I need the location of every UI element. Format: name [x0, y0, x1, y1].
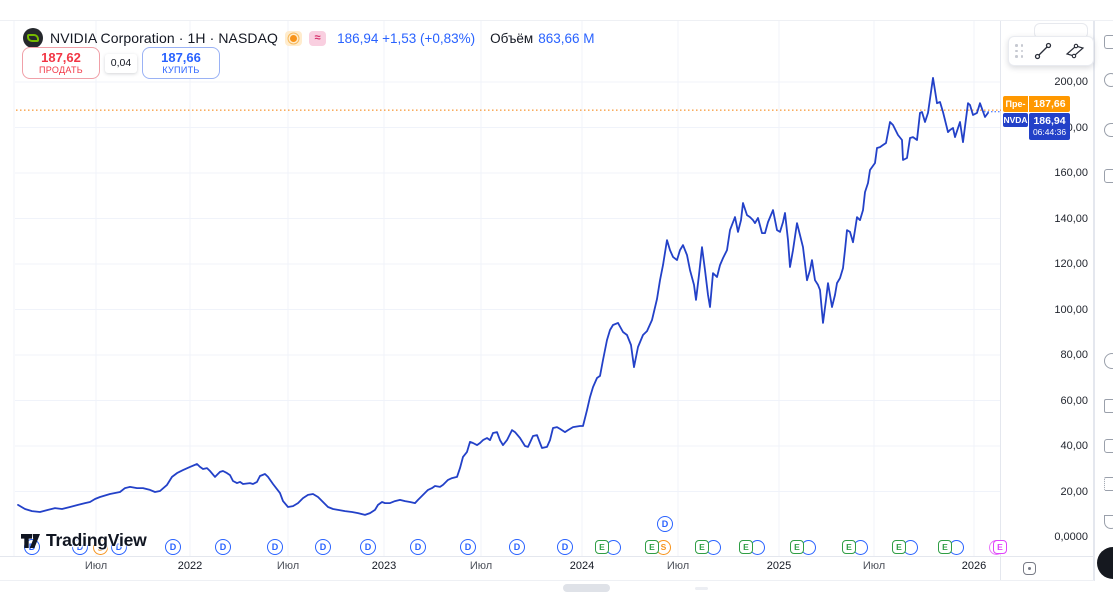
nvidia-logo-icon[interactable]	[23, 28, 43, 48]
last-price-and-change: 186,94 +1,53 (+0,83%)	[337, 30, 476, 46]
spread-value: 0,04	[105, 53, 137, 73]
upcoming-earnings-marker[interactable]: E	[993, 540, 1007, 554]
earnings-marker[interactable]: E	[790, 540, 804, 554]
dividend-marker[interactable]: D	[509, 539, 525, 555]
earnings-marker[interactable]: E	[595, 540, 609, 554]
price-axis-label: 40,00	[1060, 440, 1088, 452]
buy-price: 187,66	[161, 50, 201, 65]
premarket-tag-label: Пре-	[1003, 96, 1028, 112]
price-axis-label: 60,00	[1060, 395, 1088, 407]
timezone-settings-icon[interactable]	[1023, 562, 1036, 575]
time-axis-label: 2022	[177, 560, 203, 572]
price-axis-divider	[1000, 21, 1001, 580]
earnings-marker[interactable]: E	[695, 540, 709, 554]
time-axis-label: 2024	[569, 560, 595, 572]
time-axis-label: 2025	[766, 560, 792, 572]
last-price-tag-symbol: NVDA	[1003, 113, 1028, 127]
sell-price: 187,62	[41, 50, 81, 65]
time-axis-label: Июл	[862, 560, 886, 572]
premarket-tag-value: 187,66	[1029, 96, 1070, 112]
horizontal-scrollbar-thumb[interactable]	[563, 584, 610, 592]
dividend-marker[interactable]: D	[72, 539, 88, 555]
earnings-marker[interactable]: E	[645, 540, 659, 554]
buy-button[interactable]: 187,66 КУПИТЬ	[142, 47, 220, 79]
earnings-marker[interactable]: E	[892, 540, 906, 554]
dividend-marker[interactable]: D	[165, 539, 181, 555]
volume-value: 863,66 M	[538, 30, 595, 46]
time-axis-label: 2023	[371, 560, 397, 572]
nvidia-eye-glyph	[27, 34, 39, 42]
sunrise-glyph	[290, 34, 298, 42]
volume-label: Объём	[490, 30, 534, 46]
tradingview-logo-icon	[21, 534, 40, 548]
lab-icon[interactable]	[1104, 515, 1113, 529]
right-toolbar-strip[interactable]	[1094, 21, 1113, 581]
time-axis-label: Июл	[469, 560, 493, 572]
bottom-border	[0, 580, 1113, 581]
help-circle-icon[interactable]	[1104, 353, 1113, 369]
notes-panel-icon[interactable]	[1104, 169, 1113, 183]
price-axis-label: 140,00	[1054, 213, 1088, 225]
dividend-marker[interactable]: D	[657, 516, 673, 532]
last-price-tag-time: 06:44:36	[1032, 126, 1067, 137]
parallel-channel-tool-icon[interactable]	[1063, 40, 1087, 62]
symbol-title[interactable]: NVIDIA Corporation · 1H · NASDAQ	[50, 30, 279, 46]
dividend-marker[interactable]: D	[410, 539, 426, 555]
dividend-marker[interactable]: D	[267, 539, 283, 555]
price-axis-label: 120,00	[1054, 258, 1088, 270]
price-axis-label: 20,00	[1060, 486, 1088, 498]
time-axis-label: Июл	[276, 560, 300, 572]
list-icon[interactable]	[1104, 477, 1113, 491]
last-price-tag: 186,94 06:44:36	[1029, 113, 1070, 140]
dividend-marker[interactable]: D	[111, 539, 127, 555]
buy-label: КУПИТЬ	[162, 65, 200, 75]
price-axis-label: 80,00	[1060, 349, 1088, 361]
right-panel-divider	[1093, 21, 1094, 580]
replay-arrow-icon[interactable]	[1104, 123, 1113, 137]
dividend-marker[interactable]: D	[360, 539, 376, 555]
time-axis-label: Июл	[84, 560, 108, 572]
panel-top-border	[0, 20, 1113, 21]
last-price-tag-value: 186,94	[1033, 114, 1066, 127]
dividend-marker[interactable]: D	[557, 539, 573, 555]
sell-label: ПРОДАТЬ	[39, 65, 83, 75]
account-bubble-button[interactable]	[1097, 547, 1113, 579]
nvda-price-series[interactable]	[17, 77, 989, 516]
floating-drawing-toolbar[interactable]	[1008, 36, 1094, 66]
split-marker[interactable]: S	[93, 540, 108, 555]
earnings-marker[interactable]: E	[739, 540, 753, 554]
market-status-premarket-icon[interactable]	[285, 30, 303, 46]
watchlist-panel-icon[interactable]	[1104, 35, 1113, 49]
price-axis-label: 100,00	[1054, 304, 1088, 316]
earnings-marker[interactable]: E	[842, 540, 856, 554]
time-axis-label: 2026	[961, 560, 987, 572]
dividend-marker[interactable]: D	[315, 539, 331, 555]
price-axis-label: 160,00	[1054, 167, 1088, 179]
price-axis-label: 200,00	[1054, 76, 1088, 88]
dividend-marker[interactable]: D	[460, 539, 476, 555]
calendar-icon[interactable]	[1104, 399, 1113, 413]
time-axis-divider	[0, 556, 1094, 557]
earnings-marker[interactable]: E	[938, 540, 952, 554]
price-axis-label: 0,0000	[1054, 531, 1088, 543]
sell-button[interactable]: 187,62 ПРОДАТЬ	[22, 47, 100, 79]
ideas-icon[interactable]	[1104, 439, 1113, 453]
tradingview-brand-text: TradingView	[46, 530, 147, 550]
toolbar-drag-handle-icon[interactable]	[1015, 44, 1024, 58]
tradingview-watermark[interactable]: TradingView	[20, 530, 147, 551]
time-axis-label: Июл	[666, 560, 690, 572]
trend-line-tool-icon[interactable]	[1032, 40, 1056, 62]
order-panel: 187,62 ПРОДАТЬ 0,04 187,66 КУПИТЬ	[22, 47, 220, 79]
scrollbar-fragment	[695, 587, 708, 590]
dividend-marker[interactable]: D	[215, 539, 231, 555]
delayed-data-icon[interactable]: ≈	[309, 30, 327, 46]
symbol-header: NVIDIA Corporation · 1H · NASDAQ ≈ 186,9…	[23, 28, 594, 48]
alert-clock-icon[interactable]	[1104, 73, 1113, 87]
